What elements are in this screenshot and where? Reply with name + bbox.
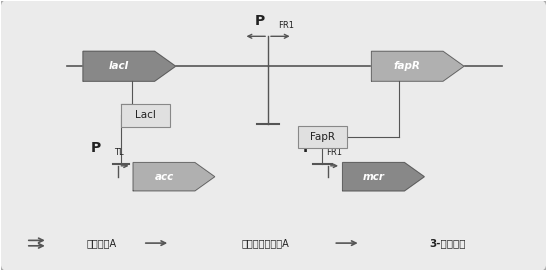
Text: P: P [91,141,101,155]
Text: FR1: FR1 [327,148,342,157]
Text: TL: TL [114,148,124,157]
Polygon shape [83,51,176,81]
Text: lacI: lacI [108,61,129,71]
FancyBboxPatch shape [121,104,170,127]
Polygon shape [371,51,464,81]
Polygon shape [133,163,215,191]
Text: FR1: FR1 [278,21,294,30]
Polygon shape [342,163,424,191]
Text: LacI: LacI [135,110,156,120]
FancyBboxPatch shape [298,125,347,149]
Text: FapR: FapR [310,132,335,142]
Text: mcr: mcr [363,172,385,182]
Text: 丙二酸单酰辅酶A: 丙二酸单酰辅酶A [241,238,289,248]
Text: fapR: fapR [394,61,421,71]
Text: P: P [302,141,313,155]
Text: acc: acc [154,172,173,182]
Text: P: P [255,14,265,28]
Text: 3-羟基丙酸: 3-羟基丙酸 [429,238,466,248]
Text: 乙酰辅酶A: 乙酰辅酶A [87,238,117,248]
